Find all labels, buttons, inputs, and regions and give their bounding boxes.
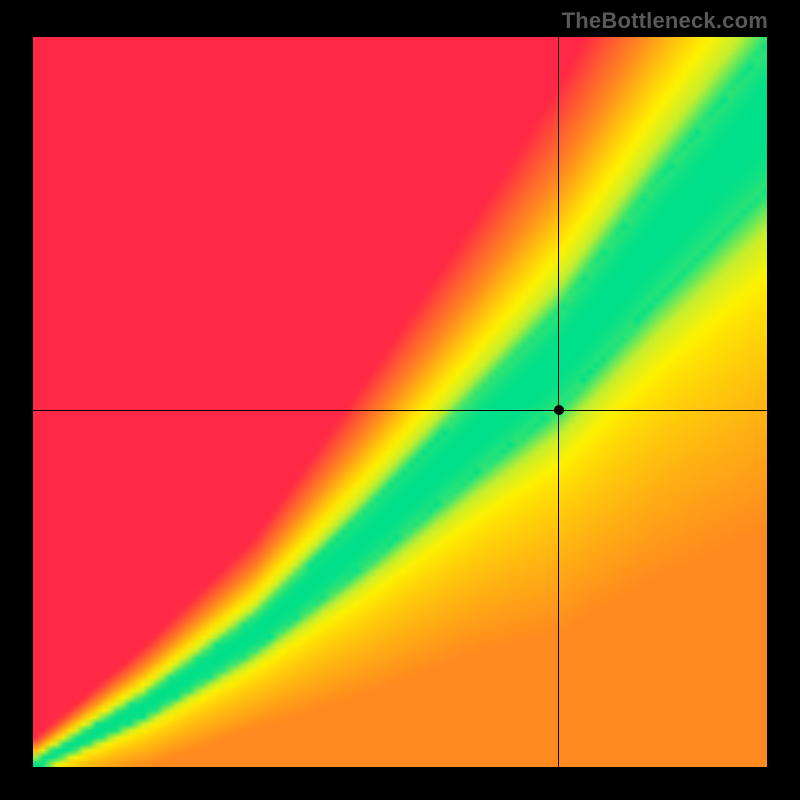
crosshair-horizontal — [33, 410, 767, 411]
heatmap-plot — [33, 37, 767, 767]
watermark-text: TheBottleneck.com — [562, 8, 768, 34]
crosshair-marker — [554, 405, 564, 415]
heatmap-canvas — [33, 37, 767, 767]
crosshair-vertical — [558, 37, 559, 767]
